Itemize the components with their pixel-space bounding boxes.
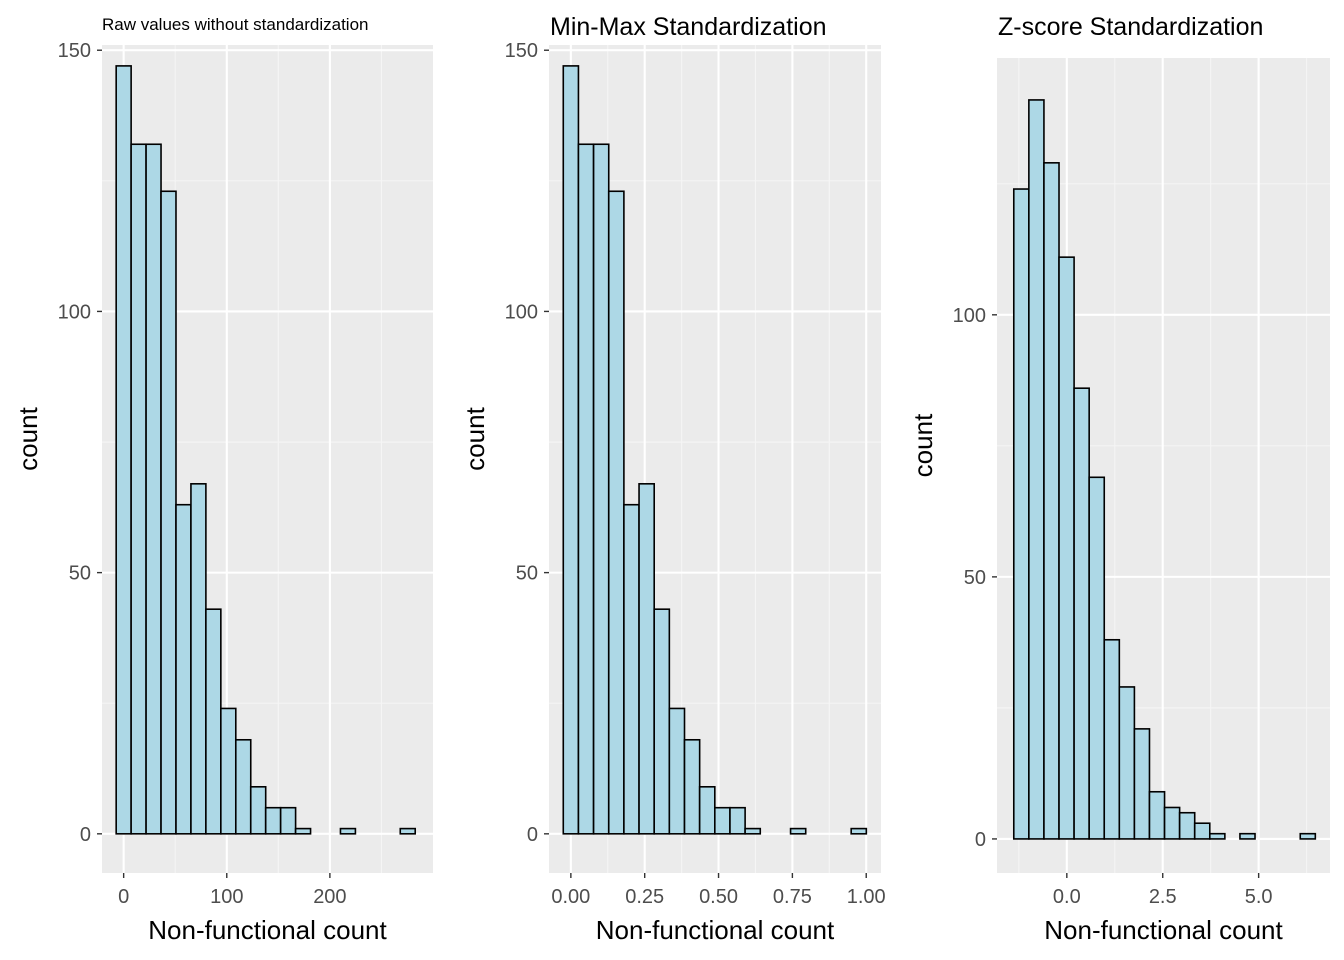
histogram-bar [160, 190, 177, 835]
histogram-bar [249, 786, 267, 835]
x-axis-label: Non-functional count [1044, 915, 1283, 945]
histogram-bar [623, 503, 640, 835]
x-tick-label: 0.25 [625, 886, 664, 908]
histogram-bar [190, 483, 207, 835]
histogram-bar [1239, 832, 1256, 840]
x-tick-label: 0 [118, 886, 129, 908]
x-tick-label: 0.75 [773, 886, 812, 908]
histogram-bar [294, 827, 312, 835]
histogram-z-score: Z-score Standardization Non-functional c… [908, 13, 1330, 945]
y-tick-label: 50 [964, 567, 986, 589]
histogram-bar [205, 608, 222, 835]
x-tick-label: 0.50 [699, 886, 738, 908]
x-axis-label: Non-functional count [148, 915, 387, 945]
histogram-bar [668, 707, 686, 835]
histogram-bar [339, 827, 357, 835]
axes: 0 50 100 0.0 2.5 5.0 [953, 305, 1273, 908]
histogram-bar [1163, 806, 1181, 840]
histogram-bar [789, 827, 807, 835]
histogram-bar [653, 608, 671, 835]
y-tick-label: 0 [527, 824, 538, 846]
histogram-bar [1043, 162, 1060, 840]
y-tick-label: 50 [516, 563, 538, 585]
histogram-bar [698, 786, 716, 835]
histogram-bars [1012, 99, 1317, 840]
histogram-bar [1118, 686, 1136, 840]
histogram-bar [1193, 822, 1211, 840]
x-tick-label: 5.0 [1245, 886, 1273, 908]
x-tick-label: 0.0 [1053, 886, 1081, 908]
histogram-bar [145, 143, 162, 835]
x-tick-label: 100 [210, 886, 243, 908]
histogram-bar [638, 483, 655, 835]
histogram-bar [1133, 728, 1151, 840]
x-axis-label: Non-functional count [596, 915, 835, 945]
histogram-bar [607, 190, 625, 835]
x-tick-label: 1.00 [847, 886, 886, 908]
histogram-bar [1073, 387, 1090, 840]
histogram-raw-values: Raw values without standardization Non-f… [13, 15, 433, 945]
histogram-bar [592, 143, 610, 835]
x-tick-label: 200 [313, 886, 346, 908]
histogram-bar [234, 738, 252, 835]
y-tick-label: 100 [505, 301, 538, 323]
histogram-bar [1103, 638, 1121, 840]
histogram-bar [1299, 832, 1317, 840]
axes: 0 50 100 150 0 100 200 [58, 40, 347, 908]
histogram-bar [1028, 99, 1045, 840]
histogram-bar [1148, 790, 1166, 840]
histogram-bar [1058, 256, 1075, 840]
histogram-bar [1088, 476, 1106, 840]
histogram-bars [115, 65, 417, 835]
histogram-bar [399, 827, 417, 835]
histogram-bar [279, 806, 297, 835]
y-axis-label: count [13, 406, 43, 470]
histogram-bar [115, 65, 132, 835]
chart-title: Z-score Standardization [998, 13, 1263, 41]
y-tick-label: 150 [58, 40, 91, 62]
histogram-bar [1178, 811, 1196, 840]
y-tick-label: 0 [80, 824, 91, 846]
histogram-bar [175, 503, 192, 835]
histogram-bar [264, 806, 282, 835]
chart-title: Min-Max Standardization [550, 13, 827, 41]
y-tick-label: 100 [953, 305, 986, 327]
histogram-bars [562, 65, 868, 835]
histogram-bar [714, 806, 731, 835]
histogram-bar [744, 827, 762, 835]
y-tick-label: 100 [58, 301, 91, 323]
y-tick-label: 150 [505, 40, 538, 62]
x-tick-label: 2.5 [1149, 886, 1177, 908]
histogram-min-max: Min-Max Standardization Non-functional c… [460, 13, 886, 945]
histogram-bar [562, 65, 580, 835]
histogram-bar [130, 143, 147, 835]
histogram-bar [1208, 832, 1226, 840]
histogram-bar [729, 806, 746, 835]
y-tick-label: 50 [69, 563, 91, 585]
histogram-bar [220, 707, 237, 835]
histogram-bar [1012, 188, 1030, 840]
axes: 0 50 100 150 0.00 0.25 0.50 0.75 1.00 [505, 40, 886, 908]
y-tick-label: 0 [975, 829, 986, 851]
y-axis-label: count [908, 413, 938, 477]
chart-title: Raw values without standardization [102, 15, 368, 34]
histogram-bar [577, 143, 595, 835]
x-tick-label: 0.00 [551, 886, 590, 908]
y-axis-label: count [460, 406, 490, 470]
histogram-bar [850, 827, 868, 835]
histogram-bar [683, 738, 701, 835]
